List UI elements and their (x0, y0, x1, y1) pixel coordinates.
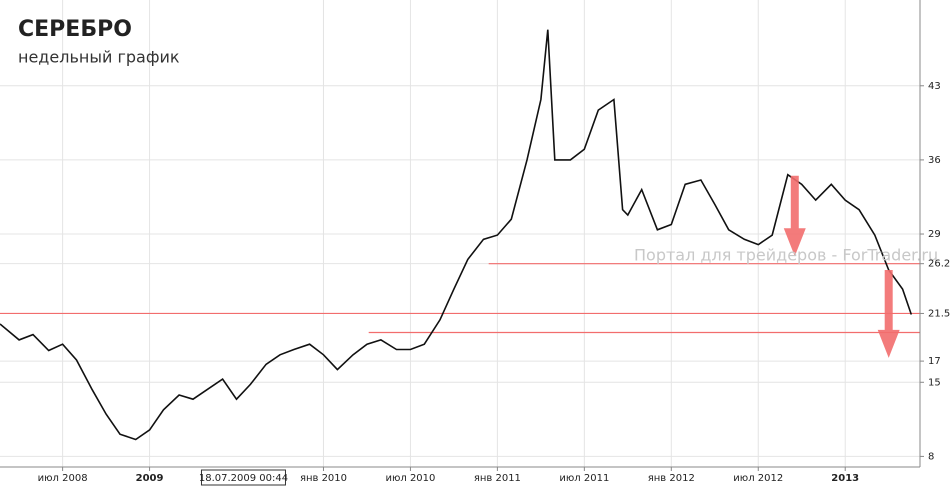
x-tick-label: июл 2012 (733, 473, 783, 484)
plot (0, 29, 920, 441)
y-tick-label: 15 (928, 377, 941, 388)
x-tick-label: июл 2010 (385, 473, 435, 484)
chart-title: СЕРЕБРО (18, 17, 132, 42)
y-tick-label: 17 (928, 356, 941, 367)
price-line (0, 29, 913, 441)
x-tick-label: июл 2011 (559, 473, 609, 484)
watermark: Портал для трейдеров - ForTrader.ru (634, 246, 938, 265)
y-tick-label: 36 (928, 155, 941, 166)
x-tick-label: 2013 (831, 473, 859, 484)
cursor-box (200, 469, 286, 486)
arrow (783, 175, 806, 257)
chart-subtitle: недельный график (18, 48, 180, 67)
y-tick-label: 8 (928, 451, 934, 462)
cursor-label: 18.07.2009 00:44 (199, 473, 288, 484)
grid (0, 0, 920, 467)
x-tick-label: янв 2010 (300, 473, 347, 484)
y-tick-label: 26.2 (928, 259, 950, 270)
x-tick-label: июл 2008 (38, 473, 88, 484)
arrow (877, 270, 900, 358)
y-tick-label: 29 (928, 229, 941, 240)
x-tick-label: 2009 (136, 473, 164, 484)
y-tick-label: 43 (928, 81, 941, 92)
x-tick-label: янв 2012 (648, 473, 695, 484)
y-tick-label: 21.5 (928, 308, 950, 319)
x-tick-label: янв 2011 (474, 473, 521, 484)
